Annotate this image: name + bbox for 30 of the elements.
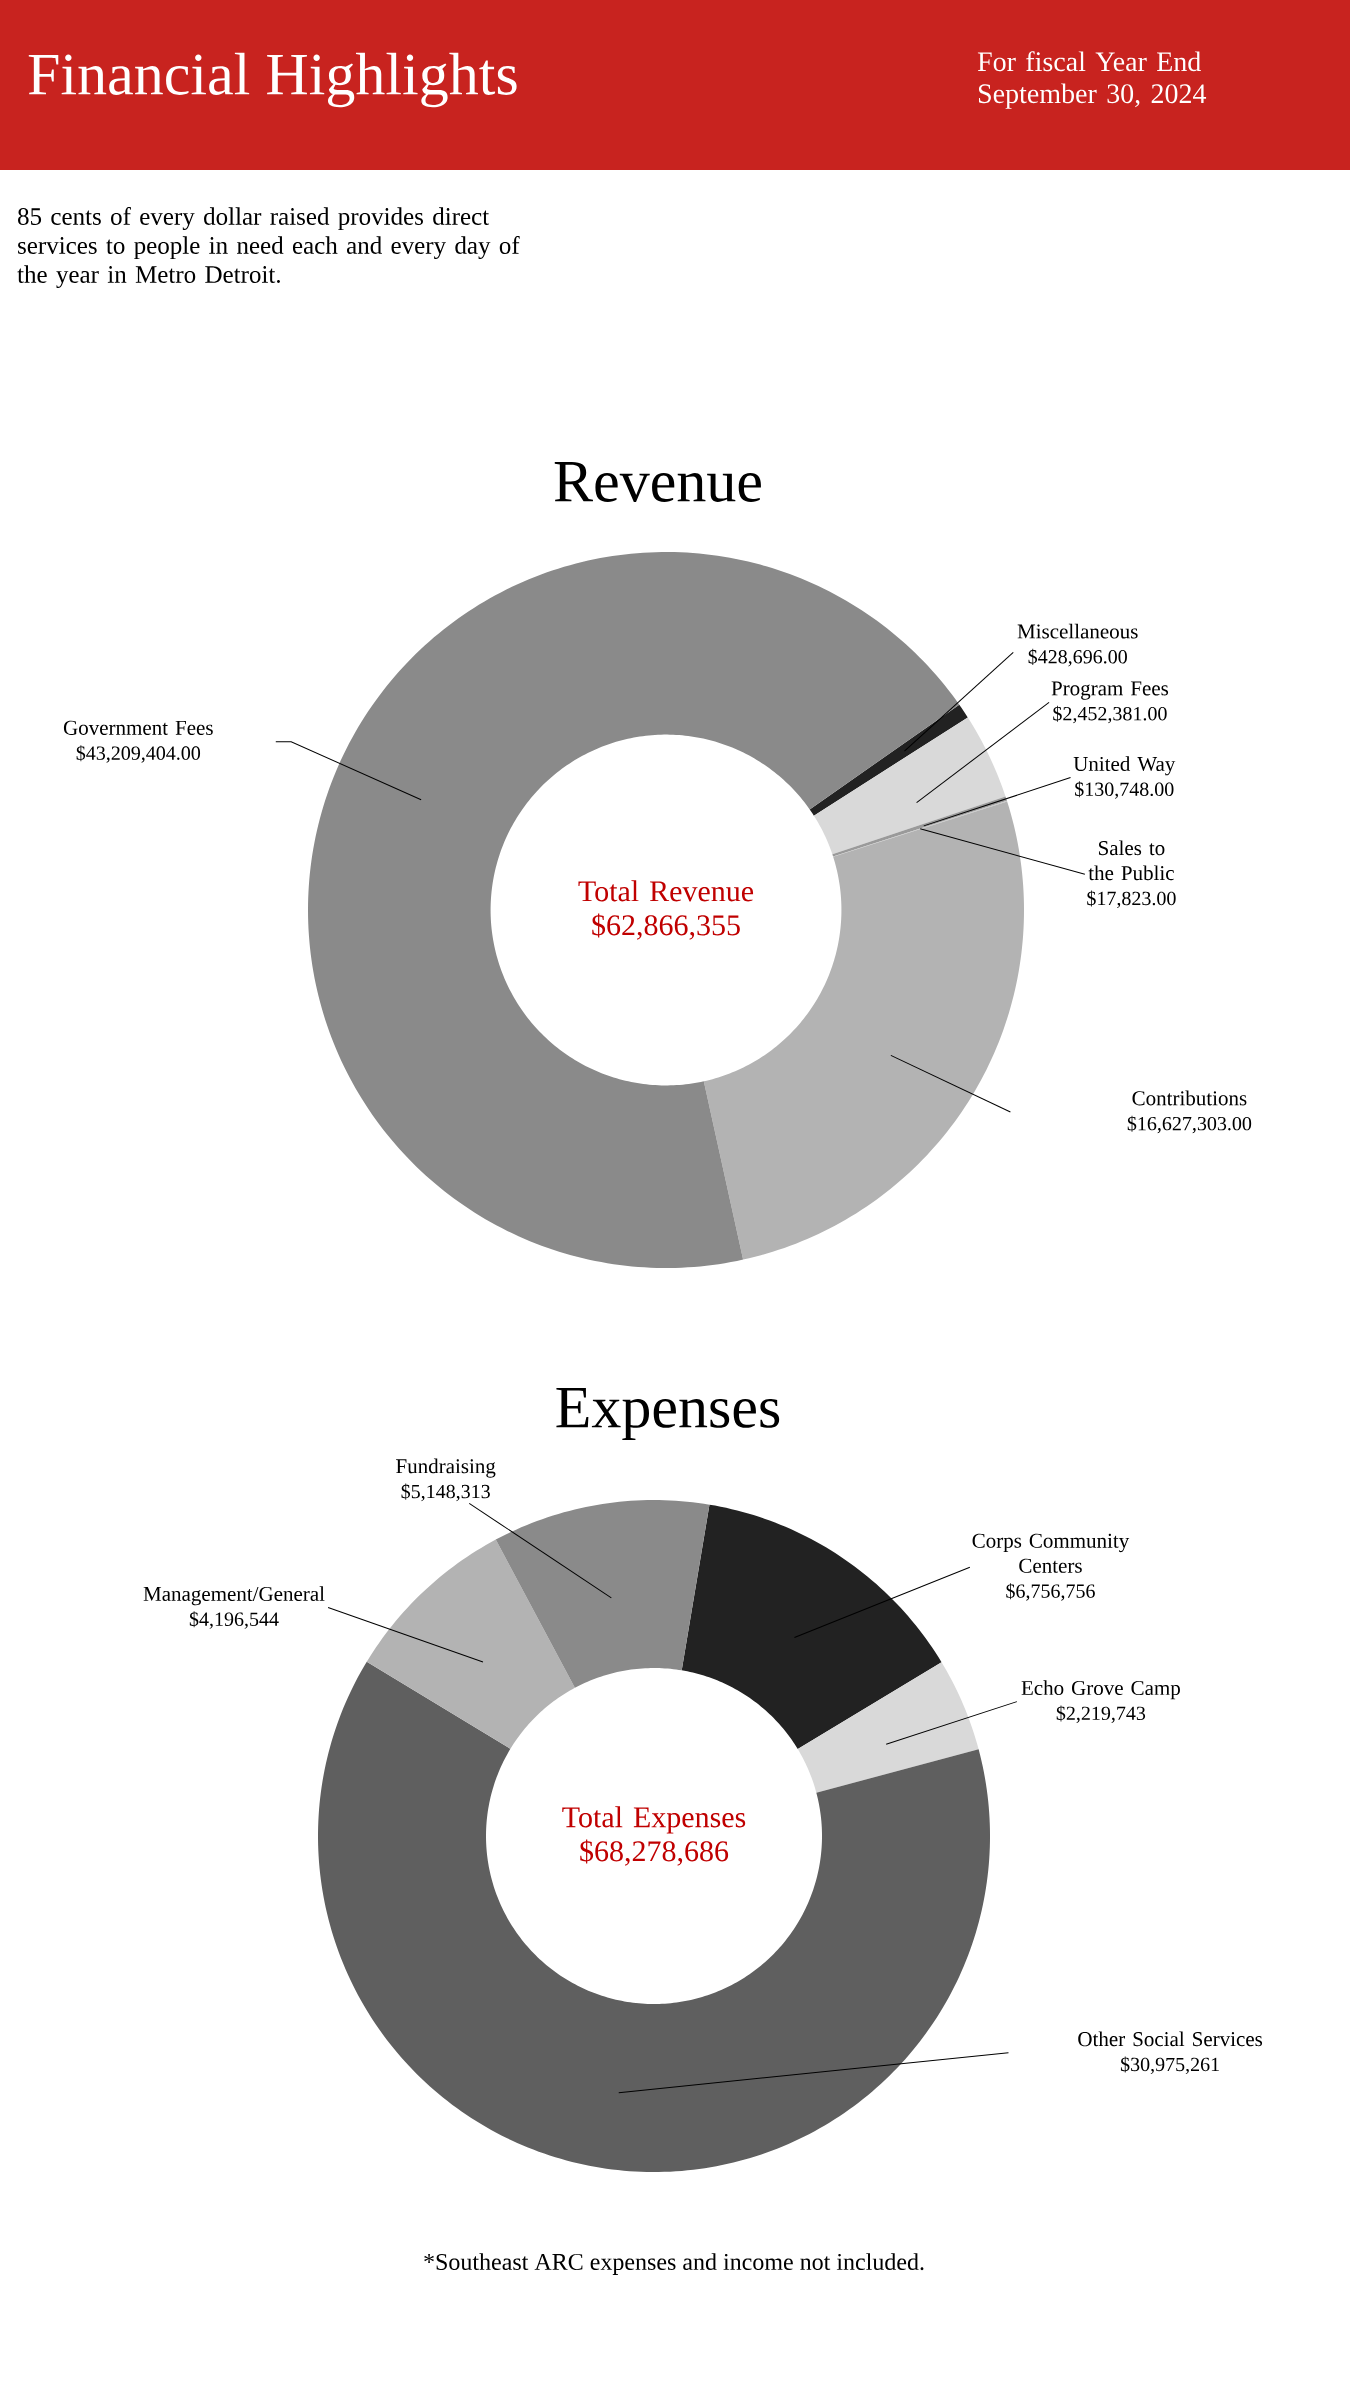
- data-label: $17,823.00: [1087, 890, 1176, 909]
- text: Total Revenue $62,866,355: [578, 880, 754, 940]
- chart-title: Expenses: [556, 1387, 780, 1441]
- data-label: $2,219,743: [1056, 1705, 1146, 1723]
- chart-title: Revenue: [554, 462, 761, 502]
- text: *Southeast ARC expenses and income not included.: [424, 2253, 924, 2275]
- data-label: $16,627,303.00: [1127, 1115, 1252, 1134]
- data-label: $4,196,544: [189, 1611, 279, 1629]
- text: 85 cents of every dollar raised provides direct services to people in need each and every day of the year in Metro Detroit.: [17, 207, 520, 289]
- slice-label: Sales to the Public: [1088, 840, 1174, 881]
- slice-label: Government Fees: [63, 720, 213, 735]
- slice-label: Echo Grove Camp: [1021, 1680, 1180, 1700]
- slice-label: Other Social Services: [1078, 2031, 1263, 2047]
- data-label: $6,756,756: [1006, 1583, 1095, 1601]
- slice-label: Fundraising: [396, 1458, 496, 1478]
- data-label: $428,696.00: [1028, 648, 1127, 667]
- data-label: $2,452,381.00: [1053, 705, 1167, 724]
- slice-label: United Way: [1073, 756, 1176, 776]
- data-label: $43,209,404.00: [76, 745, 201, 763]
- slice-label: Corps Community Centers: [972, 1533, 1130, 1573]
- data-label: $130,748.00: [1075, 781, 1174, 799]
- data-label: $30,975,261: [1120, 2056, 1219, 2075]
- slice-label: Miscellaneous: [1017, 623, 1138, 639]
- text: Financial Highlights: [28, 52, 517, 108]
- slice-label: Management/General: [143, 1586, 325, 1606]
- slice-label: Contributions: [1132, 1090, 1247, 1106]
- text: For fiscal Year End September 30, 2024: [977, 51, 1207, 109]
- text: Total Expenses $68,278,686: [562, 1806, 746, 1866]
- data-label: $5,148,313: [401, 1483, 490, 1502]
- slice-label: Program Fees: [1051, 681, 1169, 700]
